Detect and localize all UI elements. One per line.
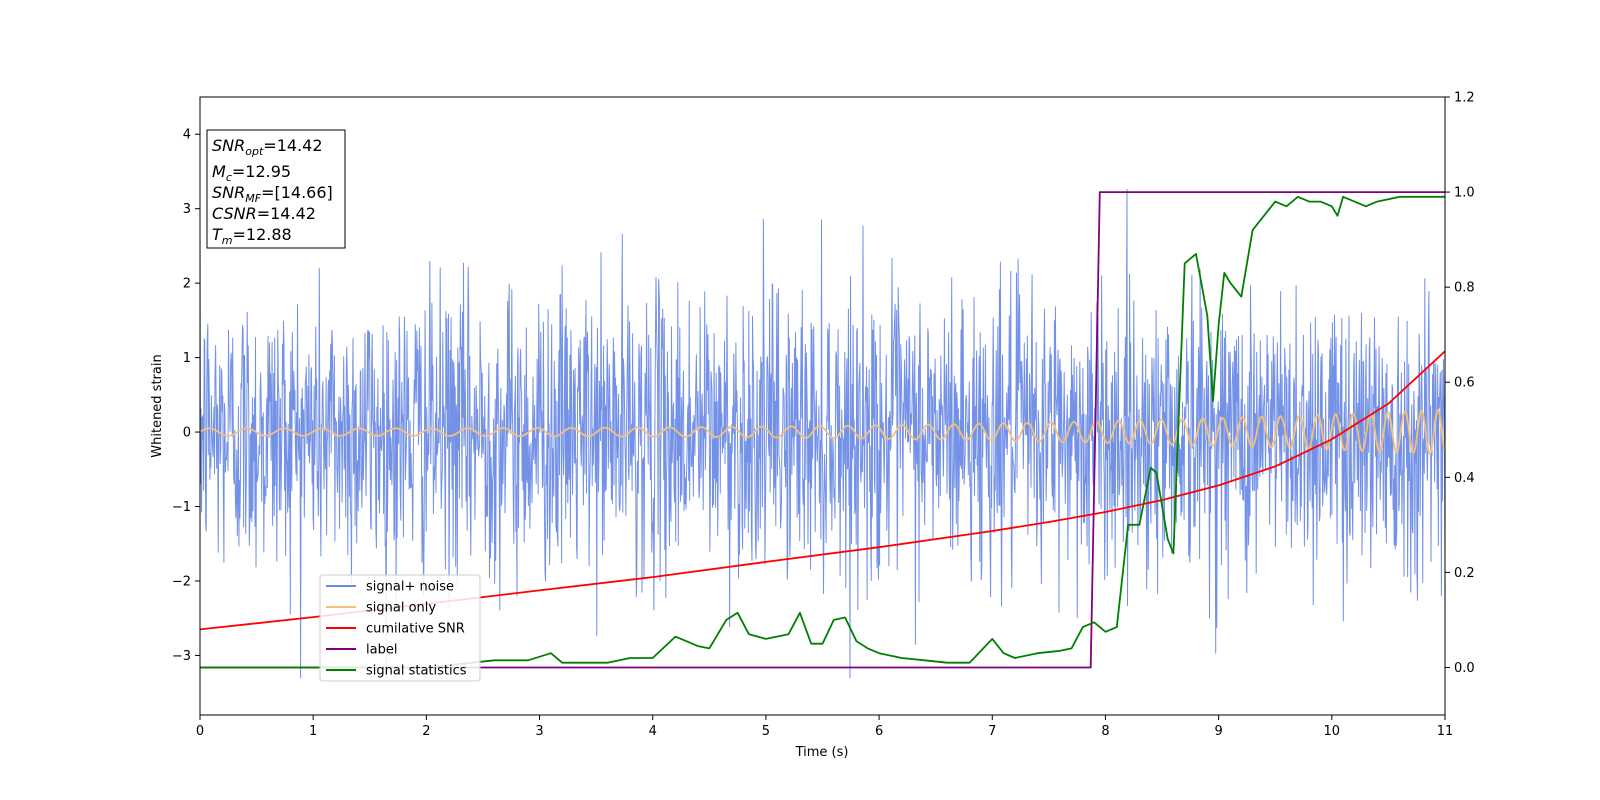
x-tick-label: 3 [535,724,543,739]
y-right-tick-label: 0.4 [1454,471,1475,486]
x-tick-label: 1 [309,724,317,739]
x-axis-label: Time (s) [795,745,849,760]
info-csnr: CSNR=14.42 [212,204,316,223]
series-line-2 [200,350,1445,631]
y-left-tick-label: −1 [172,500,191,515]
x-tick-label: 5 [762,724,770,739]
y-left-tick-label: 4 [183,128,191,143]
series-line-4 [200,195,1445,669]
y-left-tick-label: 1 [183,351,191,366]
info-box: SNRopt=14.42 Mc=12.95 SNRMF=[14.66] CSNR… [206,129,346,249]
legend-label: signal only [366,601,436,616]
y-right-tick-label: 0.8 [1454,281,1475,296]
legend-label: cumilative SNR [366,622,465,637]
info-mc: Mc=12.95 [212,162,291,184]
series-line-1 [200,409,1445,455]
y-left-tick-label: 3 [183,202,191,217]
x-tick-label: 7 [988,724,996,739]
y-axis-label: Whitened strain [150,354,165,457]
series-line-3 [200,191,1445,669]
y-right-tick-label: 0.2 [1454,566,1475,581]
info-tm: Tm=12.88 [212,225,292,247]
legend-label: label [366,643,397,658]
info-snr-opt: SNRopt=14.42 [212,136,323,158]
x-tick-label: 2 [422,724,430,739]
legend-label: signal+ noise [366,580,454,595]
y-left-tick-label: 2 [183,277,191,292]
y-right-tick-label: 0.6 [1454,376,1475,391]
legend: signal+ noise signal only cumilative SNR la… [319,574,481,682]
x-tick-label: 6 [875,724,883,739]
y-left-tick-label: 0 [183,426,191,441]
y-right-tick-label: 1.0 [1454,186,1475,201]
x-tick-label: 0 [196,724,204,739]
legend-items: signal+ noise signal only cumilative SNR la… [326,580,467,679]
y-left-tick-label: −3 [172,649,191,664]
x-tick-label: 10 [1324,724,1341,739]
x-tick-label: 9 [1214,724,1222,739]
y-left-tick-label: −2 [172,574,191,589]
series-layer [200,188,1445,679]
legend-label: signal statistics [366,664,467,679]
series-line-0 [200,188,1445,679]
x-tick-label: 4 [649,724,657,739]
x-tick-label: 11 [1437,724,1454,739]
info-snr-mf: SNRMF=[14.66] [212,183,333,205]
x-tick-label: 8 [1101,724,1109,739]
plot-frame [199,96,1446,716]
ticks-layer: 0 1 2 3 4 5 6 7 8 9 10 11 −3 −2 −1 0 1 2 3 4 0.0 0.2 0.4 0.6 0.8… [172,91,1475,740]
y-right-tick-label: 0.0 [1454,661,1475,676]
y-right-tick-label: 1.2 [1454,91,1475,106]
